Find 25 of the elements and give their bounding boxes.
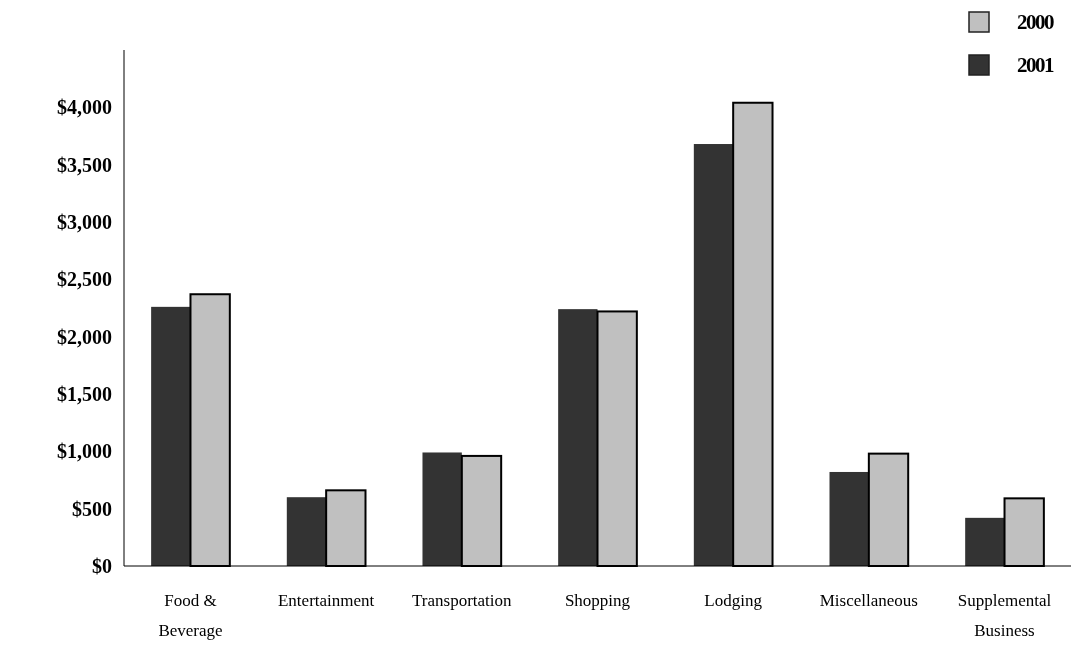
legend-label: 2001 xyxy=(1017,53,1054,78)
y-tick-label: $1,000 xyxy=(57,440,112,463)
y-tick-label: $2,500 xyxy=(57,268,112,291)
x-tick-label: Lodging xyxy=(704,591,763,610)
y-tick-label: $4,000 xyxy=(57,96,112,119)
bar xyxy=(965,517,1005,566)
bar xyxy=(558,309,598,566)
x-tick-label: Miscellaneous xyxy=(819,591,918,610)
legend-label: 2000 xyxy=(1017,10,1054,35)
y-tick-label: $3,000 xyxy=(57,211,112,233)
x-tick-label: Food & Beverage xyxy=(158,591,223,640)
bar xyxy=(693,144,734,566)
bar xyxy=(151,306,191,566)
bar xyxy=(286,497,327,566)
y-tick-label: $1,500 xyxy=(57,383,112,405)
x-tick-label: Supplemental Business xyxy=(957,591,1052,640)
x-tick-label: Shopping xyxy=(564,591,631,610)
y-tick-label: $500 xyxy=(72,497,112,520)
bar xyxy=(422,452,462,566)
y-tick-label: $3,500 xyxy=(57,153,112,176)
x-tick-label: Entertainment xyxy=(278,591,375,610)
x-tick-label: Transportation xyxy=(412,591,513,610)
bar xyxy=(829,471,869,566)
y-tick-label: $0 xyxy=(92,555,112,577)
y-tick-label: $2,000 xyxy=(57,325,112,348)
